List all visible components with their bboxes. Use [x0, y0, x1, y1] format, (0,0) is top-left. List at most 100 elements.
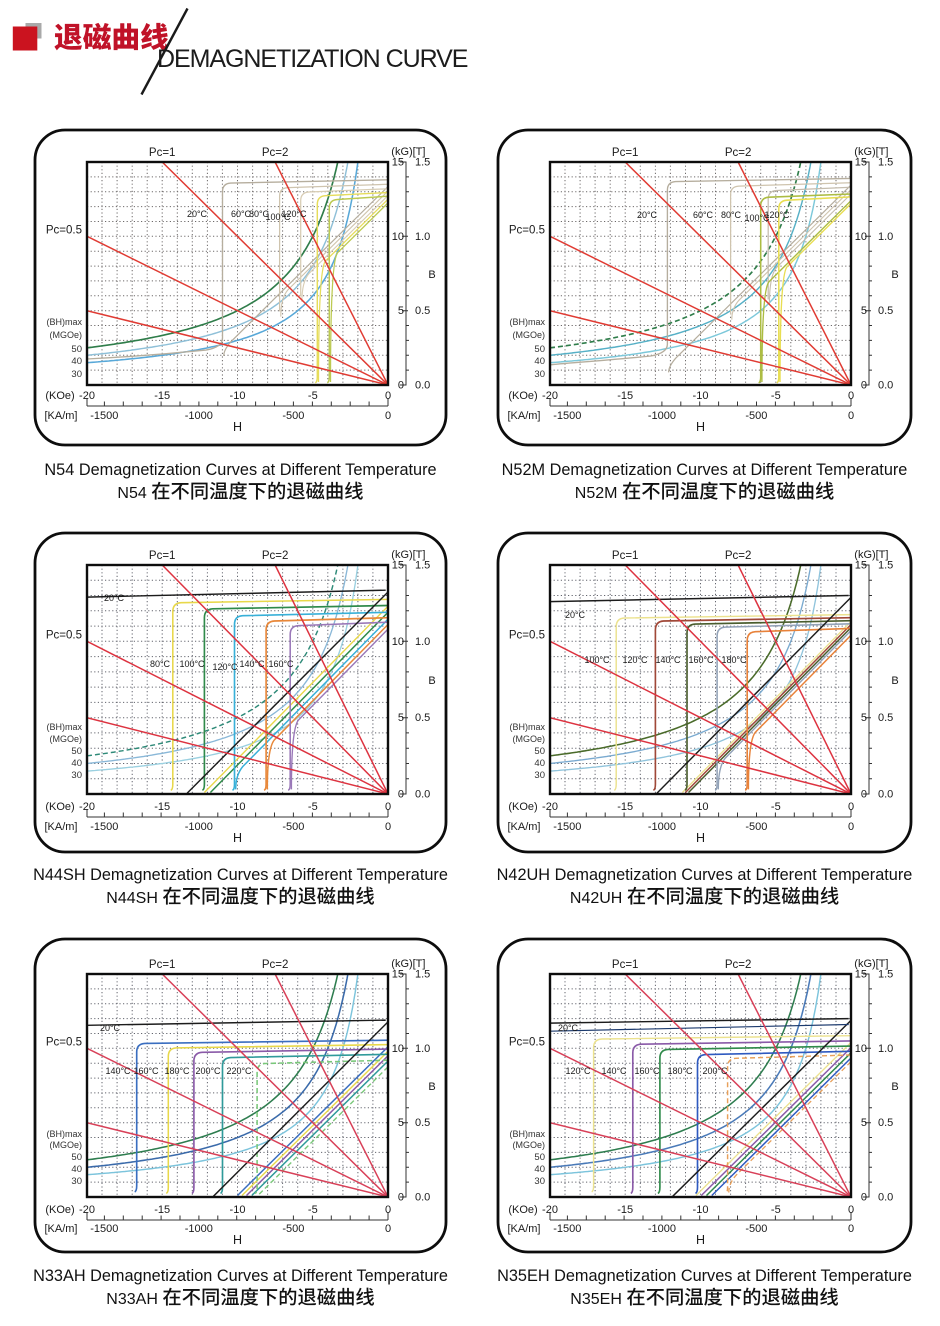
svg-text:220°C: 220°C — [226, 1066, 252, 1076]
svg-text:10: 10 — [392, 636, 404, 648]
svg-text:10: 10 — [855, 636, 867, 648]
svg-text:Pc=1: Pc=1 — [149, 147, 176, 159]
svg-text:0.5: 0.5 — [415, 712, 430, 724]
svg-text:(KOe): (KOe) — [508, 1204, 537, 1216]
svg-text:80°C: 80°C — [150, 659, 171, 669]
svg-text:-1500: -1500 — [553, 1223, 581, 1235]
svg-text:Pc=2: Pc=2 — [725, 550, 752, 562]
svg-text:H: H — [233, 1233, 242, 1247]
svg-text:140°C: 140°C — [239, 659, 265, 669]
svg-text:-15: -15 — [617, 390, 633, 402]
svg-text:0: 0 — [385, 1223, 391, 1235]
svg-text:-5: -5 — [771, 390, 781, 402]
svg-text:0: 0 — [385, 821, 391, 833]
svg-text:80°C: 80°C — [721, 210, 742, 220]
svg-text:-1500: -1500 — [90, 410, 118, 422]
svg-text:-10: -10 — [230, 801, 246, 813]
svg-text:10: 10 — [855, 1043, 867, 1055]
svg-text:[T]: [T] — [413, 549, 426, 561]
svg-text:-500: -500 — [745, 821, 767, 833]
svg-text:5: 5 — [861, 712, 867, 724]
svg-text:5: 5 — [861, 305, 867, 317]
svg-text:0.0: 0.0 — [878, 1192, 893, 1204]
svg-text:1.0: 1.0 — [415, 636, 430, 648]
svg-text:-10: -10 — [693, 390, 709, 402]
svg-text:N33AH: N33AH — [106, 1291, 158, 1308]
svg-text:(MGOe): (MGOe) — [513, 330, 546, 340]
svg-text:1.5: 1.5 — [878, 157, 893, 169]
svg-text:0.5: 0.5 — [415, 305, 430, 317]
svg-text:20°C: 20°C — [100, 1023, 121, 1033]
svg-text:0: 0 — [861, 789, 867, 801]
svg-text:0.0: 0.0 — [878, 380, 893, 392]
svg-text:B: B — [891, 675, 898, 687]
svg-text:(kG): (kG) — [854, 146, 875, 158]
svg-text:15: 15 — [855, 157, 867, 169]
svg-text:100°C: 100°C — [584, 655, 610, 665]
svg-text:5: 5 — [861, 1117, 867, 1129]
svg-text:(kG): (kG) — [391, 146, 412, 158]
svg-text:40: 40 — [534, 758, 545, 769]
svg-text:-10: -10 — [230, 1204, 246, 1216]
svg-text:0: 0 — [385, 390, 391, 402]
svg-text:1.5: 1.5 — [415, 560, 430, 572]
svg-text:[T]: [T] — [876, 549, 889, 561]
svg-text:0.0: 0.0 — [878, 789, 893, 801]
svg-text:5: 5 — [398, 305, 404, 317]
svg-text:(KOe): (KOe) — [45, 1204, 74, 1216]
svg-text:30: 30 — [71, 770, 82, 781]
svg-text:(MGOe): (MGOe) — [513, 734, 546, 744]
svg-text:-10: -10 — [693, 801, 709, 813]
svg-text:0: 0 — [848, 801, 854, 813]
svg-text:0: 0 — [385, 801, 391, 813]
svg-text:160°C: 160°C — [268, 659, 294, 669]
svg-text:(KOe): (KOe) — [508, 390, 537, 402]
svg-text:H: H — [233, 420, 242, 434]
svg-text:40: 40 — [71, 758, 82, 769]
svg-text:0.5: 0.5 — [415, 1117, 430, 1129]
svg-text:1.5: 1.5 — [415, 157, 430, 169]
svg-text:-5: -5 — [308, 801, 318, 813]
svg-text:[T]: [T] — [876, 958, 889, 970]
svg-text:0: 0 — [861, 1192, 867, 1204]
svg-text:160°C: 160°C — [634, 1066, 660, 1076]
svg-text:-20: -20 — [542, 1204, 558, 1216]
svg-text:-15: -15 — [617, 801, 633, 813]
svg-text:Pc=1: Pc=1 — [612, 959, 639, 971]
svg-text:60°C: 60°C — [693, 210, 714, 220]
svg-text:50: 50 — [71, 746, 82, 757]
svg-text:N33AH Demagnetization Curves a: N33AH Demagnetization Curves at Differen… — [33, 1267, 448, 1285]
svg-text:Pc=0.5: Pc=0.5 — [46, 1036, 82, 1048]
svg-text:20°C: 20°C — [565, 610, 586, 620]
svg-text:-1000: -1000 — [648, 1223, 676, 1235]
svg-text:20°C: 20°C — [558, 1023, 579, 1033]
svg-text:Pc=0.5: Pc=0.5 — [46, 629, 82, 641]
svg-text:140°C: 140°C — [601, 1066, 627, 1076]
svg-text:N35EH: N35EH — [570, 1291, 622, 1308]
svg-text:H: H — [696, 1233, 705, 1247]
svg-text:B: B — [428, 1081, 435, 1093]
svg-text:-10: -10 — [230, 390, 246, 402]
svg-text:30: 30 — [534, 770, 545, 781]
svg-text:(KOe): (KOe) — [508, 801, 537, 813]
svg-text:(BH)max: (BH)max — [510, 1129, 546, 1139]
svg-text:50: 50 — [534, 746, 545, 757]
svg-text:Pc=2: Pc=2 — [725, 147, 752, 159]
svg-text:-1500: -1500 — [553, 821, 581, 833]
svg-text:(MGOe): (MGOe) — [513, 1140, 546, 1150]
svg-text:0.0: 0.0 — [415, 1192, 430, 1204]
svg-text:20°C: 20°C — [637, 210, 658, 220]
svg-text:100°C: 100°C — [265, 212, 291, 222]
svg-text:100°C: 100°C — [179, 659, 205, 669]
svg-text:15: 15 — [392, 157, 404, 169]
svg-text:20°C: 20°C — [187, 209, 208, 219]
svg-text:50: 50 — [534, 344, 545, 355]
svg-text:30: 30 — [534, 369, 545, 380]
svg-text:20°C: 20°C — [104, 593, 125, 603]
svg-text:-1500: -1500 — [90, 821, 118, 833]
svg-text:(kG): (kG) — [854, 549, 875, 561]
svg-text:-10: -10 — [693, 1204, 709, 1216]
svg-text:[KA/m]: [KA/m] — [44, 1223, 77, 1235]
svg-text:(BH)max: (BH)max — [47, 1129, 83, 1139]
svg-text:0: 0 — [398, 1192, 404, 1204]
